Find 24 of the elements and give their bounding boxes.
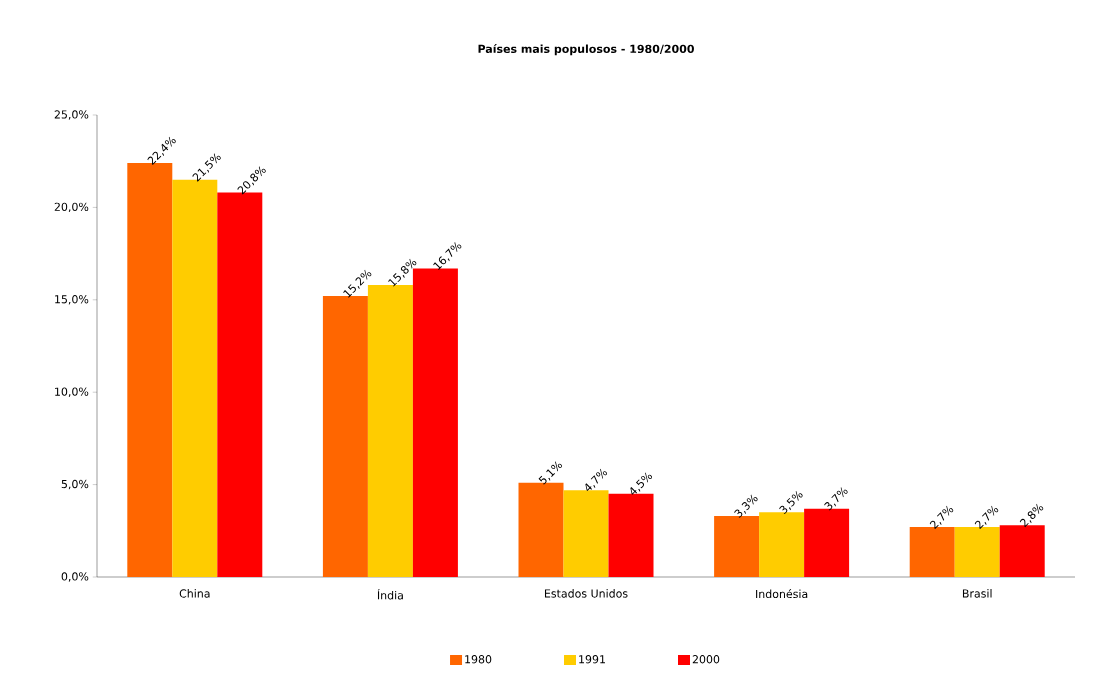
bar xyxy=(909,527,955,577)
y-tick-label: 10,0% xyxy=(55,387,89,397)
x-tick-label: Índia xyxy=(377,589,403,600)
bar xyxy=(999,525,1045,577)
bar xyxy=(714,516,760,577)
bar xyxy=(322,296,368,577)
legend-label: 1980 xyxy=(465,655,492,664)
bar xyxy=(127,163,173,577)
legend-label: 1991 xyxy=(579,655,605,664)
legend-label: 2000 xyxy=(692,655,720,664)
y-tick-label: 20,0% xyxy=(54,202,89,213)
chart-title: Países mais populosos - 1980/2000 xyxy=(478,44,694,56)
bar xyxy=(954,527,1000,577)
bar xyxy=(759,512,805,577)
bar xyxy=(563,490,609,577)
y-tick-label: 0,0% xyxy=(61,572,89,582)
y-tick-label: 15,0% xyxy=(55,295,89,305)
x-tick-label: China xyxy=(179,589,210,598)
y-tick-label: 25,0% xyxy=(54,110,89,120)
x-tick-label: Indonésia xyxy=(756,589,808,599)
y-tick-label: 5,0% xyxy=(61,479,89,490)
bar xyxy=(608,493,654,577)
x-tick-label: Estados Unidos xyxy=(544,589,628,598)
x-tick-label: Brasil xyxy=(962,589,992,598)
